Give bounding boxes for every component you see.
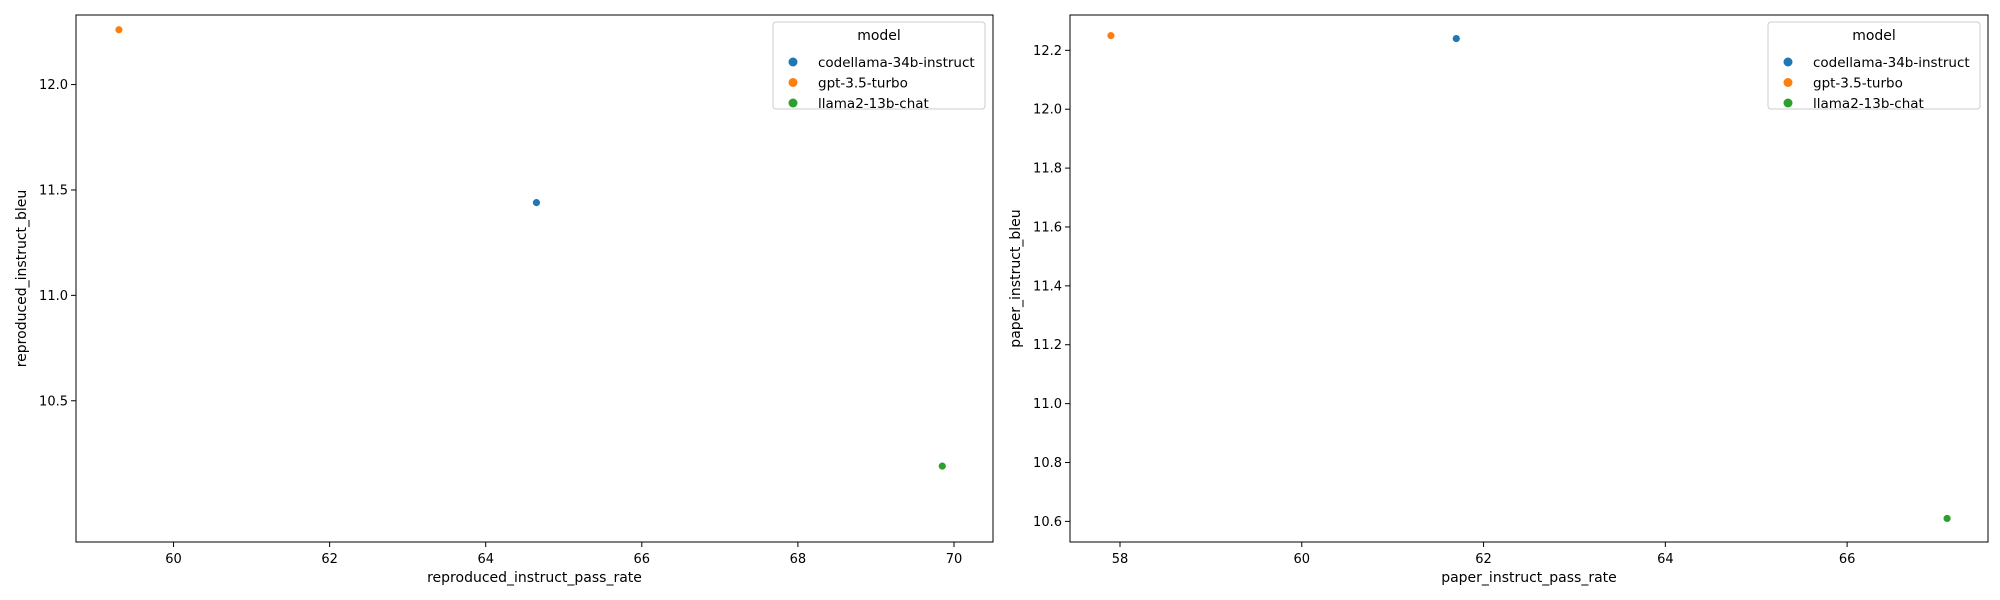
- data-point-codellama-34b-instruct: [532, 198, 541, 208]
- legend-entry-label: codellama-34b-instruct: [818, 55, 975, 71]
- legend-entry-label: llama2-13b-chat: [818, 96, 929, 112]
- y-tick-label: 12.2: [1033, 44, 1062, 59]
- legend-title: model: [857, 28, 901, 44]
- legend-marker-gpt-3.5-turbo: [1783, 78, 1793, 87]
- charts-group: 60 62 64 66 68 70 10.5 11.0 11.5 12.0 reproduced_i…: [14, 14, 1989, 586]
- x-tick-label: 58: [1112, 552, 1129, 567]
- legend-marker-codellama-34b-instruct: [788, 57, 798, 67]
- legend-entry-label: llama2-13b-chat: [1813, 96, 1924, 112]
- axes-frame: [1069, 14, 1989, 543]
- axes-frame: [75, 14, 994, 543]
- data-point-gpt-3.5-turbo: [1106, 31, 1116, 41]
- data-point-codellama-34b-instruct: [1451, 34, 1461, 43]
- legend-box: [1767, 21, 1981, 110]
- data-point-llama2-13b-chat: [937, 461, 947, 471]
- y-tick-label: 12.0: [1033, 103, 1062, 118]
- y-tick-label: 11.5: [39, 183, 68, 198]
- legend-title: model: [1852, 28, 1896, 44]
- y-tick-label: 10.8: [1033, 456, 1062, 471]
- x-axis-label: reproduced_instruct_pass_rate: [427, 570, 642, 586]
- x-tick-label: 66: [634, 552, 651, 567]
- legend-entry-label: gpt-3.5-turbo: [1813, 76, 1903, 92]
- x-tick-label: 64: [477, 552, 494, 567]
- x-tick-label: 70: [946, 552, 963, 567]
- y-tick-label: 11.6: [1033, 220, 1062, 235]
- x-axis-label: paper_instruct_pass_rate: [1441, 570, 1617, 586]
- x-tick-label: 60: [1293, 552, 1310, 567]
- legend: model codellama-34b-instruct gpt-3.5-turbo…: [772, 21, 986, 112]
- y-axis-label: paper_instruct_bleu: [1008, 209, 1024, 347]
- x-tick-label: 68: [790, 552, 807, 567]
- data-point-llama2-13b-chat: [1942, 514, 1952, 523]
- y-tick-label: 11.4: [1033, 279, 1062, 294]
- legend-entry-label: gpt-3.5-turbo: [818, 76, 908, 92]
- y-tick-label: 11.8: [1033, 162, 1062, 177]
- y-tick-label: 11.0: [39, 289, 68, 304]
- legend: model codellama-34b-instruct gpt-3.5-turbo…: [1767, 21, 1981, 112]
- data-point-gpt-3.5-turbo: [114, 25, 124, 35]
- x-tick-label: 66: [1839, 552, 1856, 567]
- y-tick-label: 12.0: [39, 78, 68, 93]
- legend-box: [772, 21, 986, 110]
- legend-marker-codellama-34b-instruct: [1783, 57, 1793, 67]
- legend-marker-llama2-13b-chat: [1783, 98, 1793, 108]
- x-tick-label: 62: [321, 552, 338, 567]
- x-tick-label: 60: [165, 552, 182, 567]
- legend-entry-label: codellama-34b-instruct: [1813, 55, 1970, 71]
- x-tick-label: 62: [1475, 552, 1492, 567]
- y-tick-label: 11.2: [1033, 338, 1062, 353]
- legend-marker-gpt-3.5-turbo: [788, 78, 798, 87]
- x-tick-label: 64: [1657, 552, 1674, 567]
- legend-marker-llama2-13b-chat: [788, 98, 798, 108]
- y-tick-label: 10.6: [1033, 515, 1062, 530]
- y-tick-label: 11.0: [1033, 397, 1062, 412]
- chart-panel-2: 58 60 62 64 66 10.6 10.8 11.0 11.2 11.4 11.6 11.8 12…: [1008, 14, 1989, 586]
- chart-panel-1: 60 62 64 66 68 70 10.5 11.0 11.5 12.0 reproduced_i…: [14, 14, 994, 586]
- y-tick-label: 10.5: [39, 394, 68, 409]
- y-axis-label: reproduced_instruct_bleu: [14, 190, 30, 368]
